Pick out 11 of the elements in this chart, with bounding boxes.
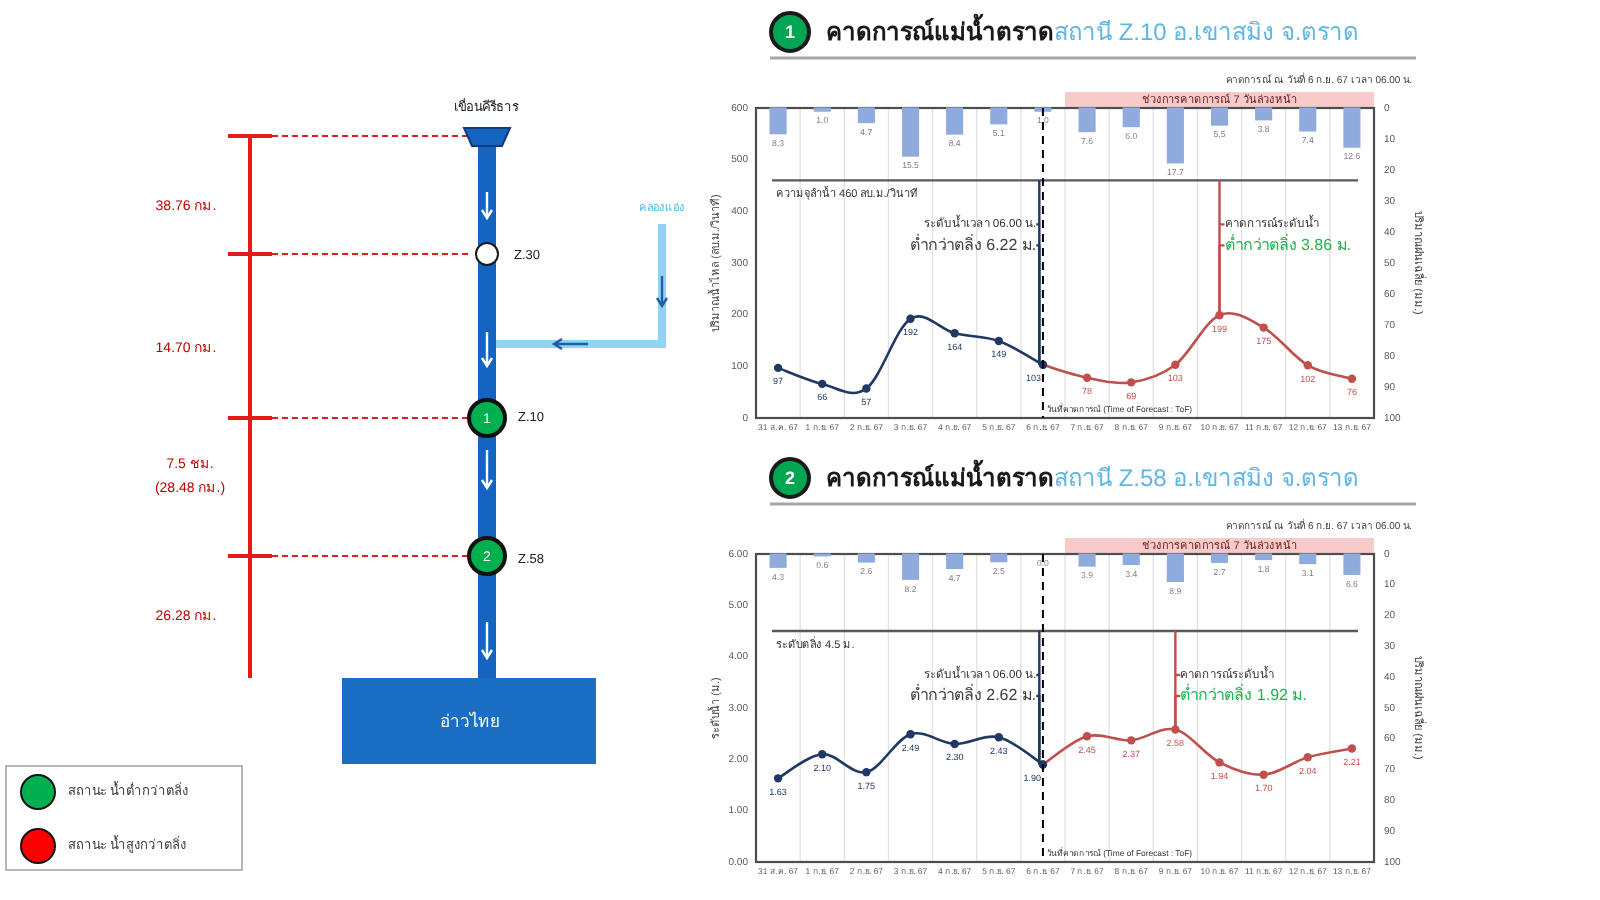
text: 1: [784, 21, 796, 42]
annotation: ต่ำกว่าตลิ่ง 3.86 ม.: [1224, 231, 1351, 254]
chart-subtitle: สถานี Z.58 อ.เขาสมิง จ.ตราด: [1054, 464, 1360, 493]
chart-subtitle: สถานี Z.10 อ.เขาสมิง จ.ตราด: [1054, 18, 1360, 47]
chart-title: คาดการณ์แม่น้ำตราด: [826, 12, 1054, 47]
annotation: ต่ำกว่าตลิ่ง 1.92 ม.: [1180, 682, 1307, 705]
chart-title: คาดการณ์แม่น้ำตราด: [826, 458, 1054, 493]
annotation: ต่ำกว่าตลิ่ง 2.62 ม.: [909, 682, 1037, 705]
text: 2: [784, 467, 796, 488]
text: อ่าวไทย: [440, 710, 500, 731]
annotation: ต่ำกว่าตลิ่ง 6.22 ม.: [909, 231, 1037, 254]
